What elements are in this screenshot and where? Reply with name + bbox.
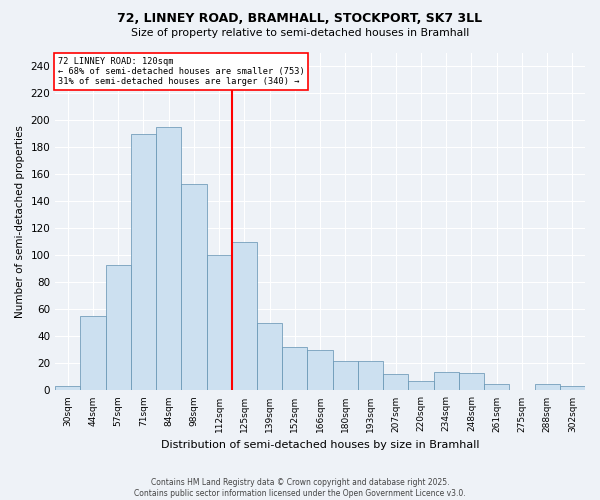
Text: Size of property relative to semi-detached houses in Bramhall: Size of property relative to semi-detach…: [131, 28, 469, 38]
Bar: [307, 350, 332, 391]
Bar: [282, 347, 307, 391]
Bar: [332, 360, 358, 390]
Text: 72 LINNEY ROAD: 120sqm
← 68% of semi-detached houses are smaller (753)
31% of se: 72 LINNEY ROAD: 120sqm ← 68% of semi-det…: [58, 56, 304, 86]
Bar: [232, 242, 257, 390]
Bar: [106, 264, 131, 390]
Bar: [257, 323, 282, 390]
X-axis label: Distribution of semi-detached houses by size in Bramhall: Distribution of semi-detached houses by …: [161, 440, 479, 450]
Bar: [459, 373, 484, 390]
Bar: [560, 386, 585, 390]
Y-axis label: Number of semi-detached properties: Number of semi-detached properties: [15, 125, 25, 318]
Bar: [383, 374, 409, 390]
Bar: [535, 384, 560, 390]
Text: Contains HM Land Registry data © Crown copyright and database right 2025.
Contai: Contains HM Land Registry data © Crown c…: [134, 478, 466, 498]
Bar: [80, 316, 106, 390]
Bar: [131, 134, 156, 390]
Bar: [434, 372, 459, 390]
Bar: [55, 386, 80, 390]
Bar: [484, 384, 509, 390]
Bar: [156, 127, 181, 390]
Bar: [181, 184, 206, 390]
Bar: [358, 360, 383, 390]
Bar: [409, 381, 434, 390]
Bar: [206, 256, 232, 390]
Text: 72, LINNEY ROAD, BRAMHALL, STOCKPORT, SK7 3LL: 72, LINNEY ROAD, BRAMHALL, STOCKPORT, SK…: [118, 12, 482, 26]
